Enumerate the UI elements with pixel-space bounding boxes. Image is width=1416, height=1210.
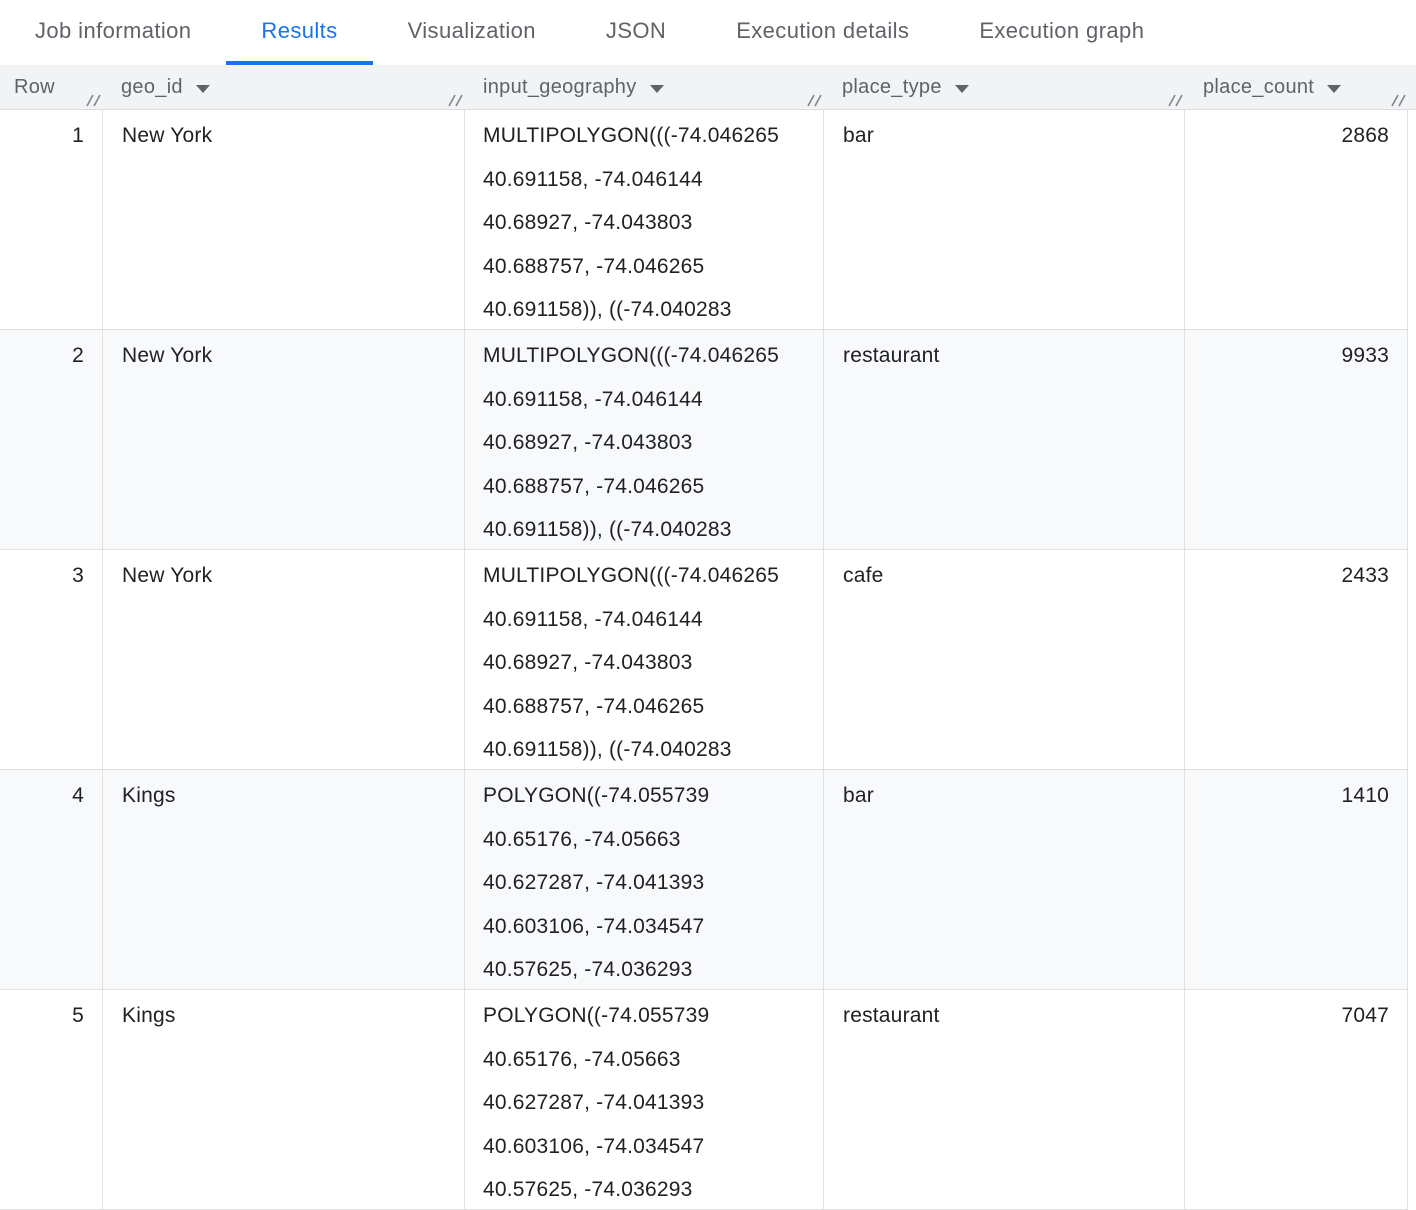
tab-json[interactable]: JSON — [605, 17, 667, 43]
geography-line: 40.65176, -74.05663 — [483, 827, 681, 851]
row-number-cell: 2 — [0, 330, 103, 549]
column-label-place-type: place_type — [842, 75, 942, 98]
table-row: 1 New York MULTIPOLYGON(((-74.046265 40.… — [0, 110, 1408, 330]
column-header-place-type[interactable]: place_type — [824, 65, 1185, 109]
geography-line: 40.691158)), ((-74.040283 — [483, 298, 732, 321]
column-dropdown-icon[interactable] — [954, 85, 969, 93]
column-dropdown-icon[interactable] — [1327, 85, 1342, 93]
place-count-cell: 1410 — [1185, 770, 1408, 989]
place-type-cell: restaurant — [824, 330, 1185, 549]
geography-line: POLYGON((-74.055739 — [483, 784, 710, 807]
tab-job-information[interactable]: Job information — [35, 17, 192, 43]
tab-execution-details[interactable]: Execution details — [736, 17, 910, 43]
row-number-cell: 1 — [0, 110, 103, 329]
geography-line: MULTIPOLYGON(((-74.046265 — [483, 124, 779, 147]
tab-execution-graph[interactable]: Execution graph — [979, 17, 1145, 43]
tab-visualization[interactable]: Visualization — [407, 17, 536, 43]
geography-line: 40.627287, -74.041393 — [483, 1091, 705, 1114]
column-label-row: Row — [14, 75, 55, 98]
input-geography-cell: POLYGON((-74.055739 40.65176, -74.05663 … — [465, 770, 824, 989]
column-resize-icon[interactable] — [447, 93, 463, 107]
place-count-cell: 2868 — [1185, 110, 1408, 329]
geography-line: 40.65176, -74.05663 — [483, 1047, 681, 1071]
table-row: 4 Kings POLYGON((-74.055739 40.65176, -7… — [0, 770, 1408, 990]
geography-line: 40.57625, -74.036293 — [483, 1178, 693, 1201]
tab-results[interactable]: Results — [226, 0, 373, 65]
row-number-cell: 5 — [0, 990, 103, 1209]
geography-line: 40.691158)), ((-74.040283 — [483, 738, 732, 761]
geography-line: 40.603106, -74.034547 — [483, 1134, 705, 1158]
row-number-cell: 3 — [0, 550, 103, 769]
table-row: 5 Kings POLYGON((-74.055739 40.65176, -7… — [0, 990, 1408, 1210]
geography-line: 40.688757, -74.046265 — [483, 254, 705, 278]
column-resize-icon[interactable] — [85, 93, 101, 107]
column-header-row: Row — [0, 65, 103, 109]
column-header-input-geography[interactable]: input_geography — [465, 65, 824, 109]
column-resize-icon[interactable] — [1167, 93, 1183, 107]
input-geography-cell: POLYGON((-74.055739 40.65176, -74.05663 … — [465, 990, 824, 1209]
geography-line: 40.688757, -74.046265 — [483, 474, 705, 498]
geography-line: 40.68927, -74.043803 — [483, 211, 693, 234]
column-label-geo-id: geo_id — [121, 75, 183, 98]
geography-line: 40.68927, -74.043803 — [483, 651, 693, 674]
column-dropdown-icon[interactable] — [649, 85, 664, 93]
geo-id-cell: New York — [103, 110, 465, 329]
place-type-cell: restaurant — [824, 990, 1185, 1209]
column-header-geo-id[interactable]: geo_id — [103, 65, 465, 109]
results-tab-bar: Job information Results Visualization JS… — [0, 0, 1416, 65]
place-count-cell: 7047 — [1185, 990, 1408, 1209]
column-resize-icon[interactable] — [1390, 93, 1406, 107]
geography-line: POLYGON((-74.055739 — [483, 1004, 710, 1027]
place-type-cell: cafe — [824, 550, 1185, 769]
geography-line: 40.691158, -74.046144 — [483, 167, 703, 191]
input-geography-cell: MULTIPOLYGON(((-74.046265 40.691158, -74… — [465, 330, 824, 549]
column-dropdown-icon[interactable] — [195, 85, 210, 93]
results-table-header: Row geo_id input_geography place_type pl… — [0, 65, 1416, 110]
geography-line: MULTIPOLYGON(((-74.046265 — [483, 564, 779, 587]
geography-line: 40.627287, -74.041393 — [483, 871, 705, 894]
geo-id-cell: Kings — [103, 770, 465, 989]
row-number-cell: 4 — [0, 770, 103, 989]
geo-id-cell: New York — [103, 330, 465, 549]
place-count-cell: 2433 — [1185, 550, 1408, 769]
geo-id-cell: New York — [103, 550, 465, 769]
input-geography-cell: MULTIPOLYGON(((-74.046265 40.691158, -74… — [465, 110, 824, 329]
column-label-place-count: place_count — [1203, 75, 1315, 98]
geo-id-cell: Kings — [103, 990, 465, 1209]
geography-line: 40.691158, -74.046144 — [483, 607, 703, 631]
results-table-body: 1 New York MULTIPOLYGON(((-74.046265 40.… — [0, 110, 1408, 1210]
geography-line: 40.691158)), ((-74.040283 — [483, 518, 732, 541]
table-row: 3 New York MULTIPOLYGON(((-74.046265 40.… — [0, 550, 1408, 770]
geography-line: 40.691158, -74.046144 — [483, 387, 703, 411]
input-geography-cell: MULTIPOLYGON(((-74.046265 40.691158, -74… — [465, 550, 824, 769]
column-resize-icon[interactable] — [806, 93, 822, 107]
geography-line: 40.68927, -74.043803 — [483, 431, 693, 454]
header-spacer — [1408, 65, 1416, 109]
geography-line: 40.688757, -74.046265 — [483, 694, 705, 718]
place-count-cell: 9933 — [1185, 330, 1408, 549]
geography-line: 40.603106, -74.034547 — [483, 914, 705, 938]
column-header-place-count[interactable]: place_count — [1185, 65, 1408, 109]
table-row: 2 New York MULTIPOLYGON(((-74.046265 40.… — [0, 330, 1408, 550]
column-label-input-geography: input_geography — [483, 75, 637, 98]
place-type-cell: bar — [824, 770, 1185, 989]
place-type-cell: bar — [824, 110, 1185, 329]
geography-line: MULTIPOLYGON(((-74.046265 — [483, 344, 779, 367]
geography-line: 40.57625, -74.036293 — [483, 958, 693, 981]
